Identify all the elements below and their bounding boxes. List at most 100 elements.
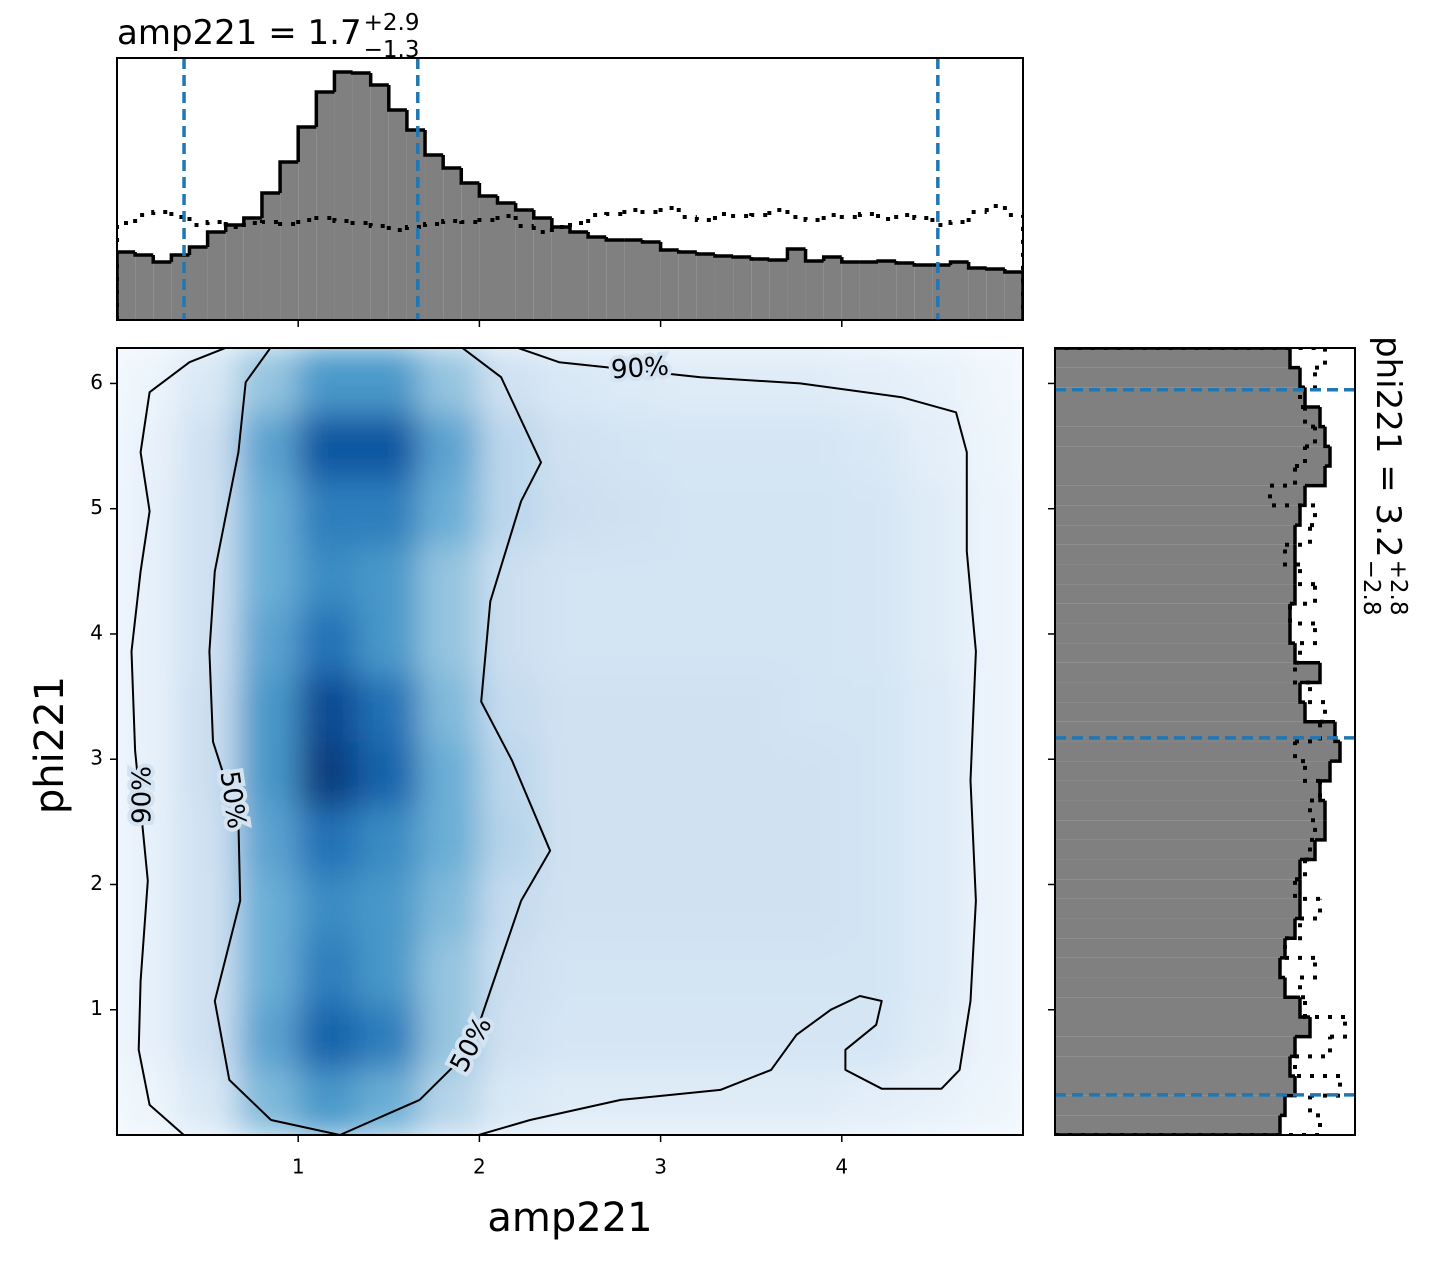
density-cell — [297, 806, 360, 874]
density-cell — [297, 872, 360, 939]
posterior-step — [260, 191, 281, 218]
posterior-step — [1290, 584, 1297, 606]
density-cell — [237, 609, 299, 677]
title-group: phi221 = 3.2+2.8−2.8 — [1358, 336, 1411, 616]
title-sub: −2.8 — [1358, 560, 1384, 616]
prior-step — [1308, 1095, 1320, 1118]
density-cell — [841, 1003, 903, 1070]
posterior-step — [151, 255, 172, 264]
posterior-step — [803, 249, 824, 263]
density-cell — [660, 413, 722, 480]
density-cell — [418, 478, 480, 546]
histogram-bar — [1055, 839, 1315, 860]
density-cell — [539, 1068, 601, 1135]
histogram-bar — [878, 261, 897, 320]
density-cell — [478, 1068, 541, 1135]
density-cell — [539, 609, 601, 677]
density-cell — [599, 937, 662, 1005]
density-cell — [841, 806, 903, 874]
density-cell — [418, 872, 480, 939]
density-cell — [539, 937, 601, 1005]
prior-step — [477, 218, 498, 222]
posterior-step — [749, 257, 770, 261]
density-cell — [418, 1068, 480, 1135]
density-cell — [901, 478, 964, 546]
histogram-bar — [1055, 977, 1285, 998]
histogram-bar — [551, 227, 570, 320]
prior-step — [423, 222, 444, 227]
posterior-step — [1055, 1115, 1282, 1135]
prior-step — [1300, 623, 1317, 646]
density-cell — [176, 1068, 239, 1135]
histogram-bar — [1055, 1036, 1295, 1057]
posterior-step — [1300, 485, 1307, 508]
histogram-bar — [406, 130, 426, 320]
title-group: amp221 = 1.7+2.9 −1.3 — [117, 10, 419, 63]
histogram — [1055, 348, 1355, 1135]
prior-step — [785, 210, 806, 219]
posterior-step — [1300, 662, 1322, 685]
prior-step — [930, 218, 951, 227]
density-cell — [297, 675, 360, 742]
posterior-step — [658, 242, 679, 252]
prior-step — [1300, 367, 1317, 390]
prior-step — [984, 204, 1005, 212]
density-cell — [358, 806, 420, 874]
x-tick-label: 2 — [473, 1155, 486, 1179]
axes-frame — [1054, 347, 1356, 1136]
posterior-step — [966, 262, 987, 270]
prior-step — [332, 218, 353, 223]
density-cell — [237, 413, 299, 480]
panel-title: amp221 = 1.7+2.9 −1.3 — [117, 10, 419, 63]
density-cell — [660, 348, 722, 415]
posterior-step — [1325, 446, 1332, 468]
density-cell — [780, 872, 843, 939]
histogram-bar — [1055, 820, 1325, 840]
density-cell — [237, 1003, 299, 1070]
density-cell — [660, 1003, 722, 1070]
prior-step — [1310, 505, 1317, 528]
density-cell — [418, 937, 480, 1005]
prior-step — [1283, 938, 1315, 960]
histogram-bar — [914, 265, 933, 320]
density-cell — [478, 1003, 541, 1070]
density-cell — [780, 740, 843, 808]
posterior-step — [495, 196, 516, 205]
prior-step — [694, 217, 715, 222]
posterior-step — [1055, 348, 1300, 370]
prior-step — [151, 210, 172, 215]
density-cell — [176, 478, 239, 546]
prior-step — [1285, 918, 1302, 941]
posterior-step — [1318, 780, 1325, 803]
histogram-bar — [261, 193, 281, 320]
density-cell — [720, 872, 782, 939]
posterior-step — [1303, 702, 1335, 724]
density-cell — [841, 478, 903, 546]
density-cell — [962, 1068, 1023, 1135]
posterior-step — [205, 230, 226, 247]
histogram-bar — [1055, 997, 1300, 1018]
posterior-step — [1298, 682, 1305, 704]
density-cell — [660, 609, 722, 677]
density-cell — [962, 544, 1023, 611]
posterior-step — [368, 73, 389, 87]
prior-step — [1303, 761, 1320, 783]
histogram-bar — [606, 240, 625, 320]
density-cell — [599, 740, 662, 808]
density-cell — [237, 872, 299, 939]
prior-step — [350, 221, 371, 225]
histogram-bar — [1055, 918, 1295, 939]
histogram-bar — [751, 259, 770, 320]
histogram-bar — [425, 155, 444, 320]
posterior-step — [695, 252, 715, 256]
histogram-bar — [1055, 387, 1305, 407]
histogram-bar — [515, 210, 534, 320]
prior-step — [640, 210, 661, 214]
prior-step — [259, 220, 281, 224]
prior-step — [731, 214, 752, 218]
posterior-step — [1300, 839, 1317, 862]
contour-line — [208, 348, 552, 1135]
posterior-step — [550, 218, 570, 229]
density-cell — [117, 1003, 178, 1070]
histogram-bar — [1055, 1115, 1280, 1135]
